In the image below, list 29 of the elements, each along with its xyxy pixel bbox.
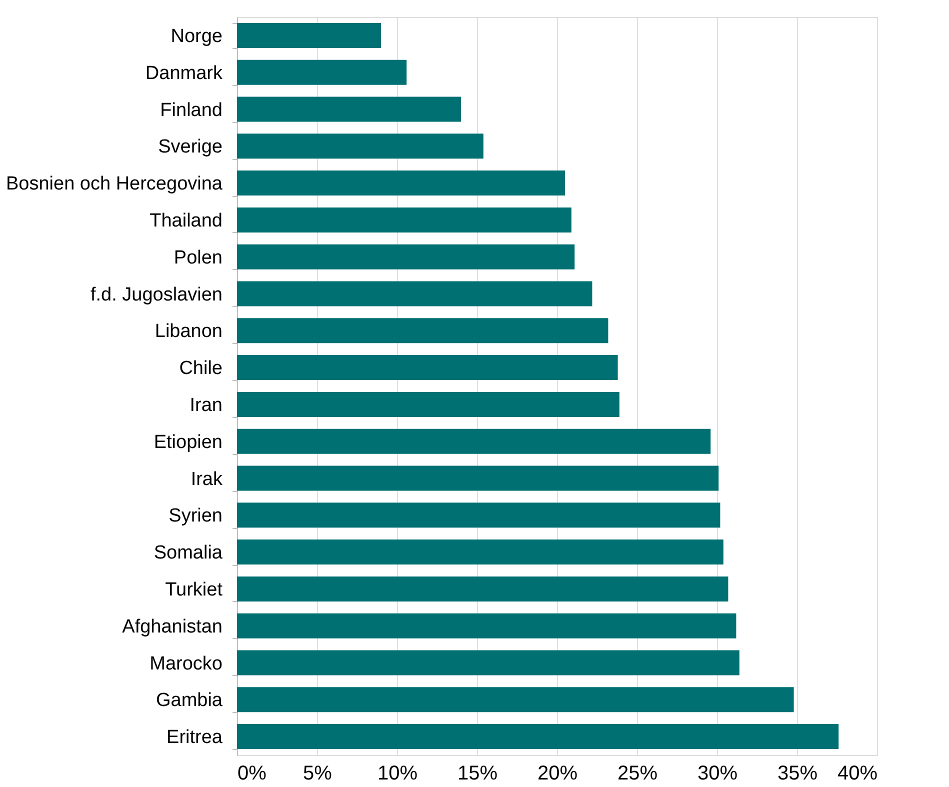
y-tick-label: Somalia — [154, 542, 223, 564]
y-tick-label: Sverige — [158, 136, 222, 158]
y-tick-label: Danmark — [145, 62, 223, 84]
y-tick-label: Gambia — [156, 690, 223, 712]
x-tick-label: 10% — [377, 762, 418, 784]
y-tick-label: Norge — [170, 26, 222, 47]
y-tick-label: Syrien — [168, 506, 222, 527]
y-tick-label: Thailand — [150, 210, 222, 232]
y-tick-label: Afghanistan — [122, 616, 222, 638]
y-tick-label: Bosnien och Hercegovina — [6, 174, 223, 195]
x-tick-label: 30% — [697, 762, 738, 784]
y-tick-label: Polen — [174, 247, 222, 268]
x-tick-label: 20% — [537, 762, 578, 784]
y-tick-label: f.d. Jugoslavien — [90, 284, 222, 306]
y-tick-label: Eritrea — [166, 727, 223, 748]
x-tick-label: 35% — [777, 762, 818, 784]
x-tick-label: 0% — [238, 762, 267, 784]
y-tick-label: Finland — [160, 100, 222, 121]
x-tick-label: 15% — [457, 762, 498, 784]
y-tick-label: Turkiet — [165, 579, 224, 600]
y-tick-label: Etiopien — [154, 432, 222, 453]
y-tick-label: Libanon — [154, 321, 222, 342]
y-tick-label: Chile — [179, 358, 222, 380]
y-tick-label: Irak — [190, 468, 223, 490]
x-tick-label: 40% — [837, 762, 878, 784]
x-tick-label: 5% — [303, 762, 332, 784]
y-tick-label: Iran — [190, 394, 222, 416]
x-tick-label: 25% — [617, 762, 658, 784]
y-tick-label: Marocko — [150, 653, 222, 674]
